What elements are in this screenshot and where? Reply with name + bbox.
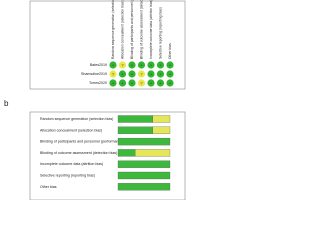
bar-segment xyxy=(152,126,171,134)
bar-segment xyxy=(117,183,171,191)
bar-segment xyxy=(117,149,136,157)
risk-symbol: + xyxy=(112,62,115,67)
risk-symbol: + xyxy=(169,62,172,67)
domain-header: Blinding of outcome assessment (detectio… xyxy=(139,0,143,59)
risk-symbol: + xyxy=(131,80,134,85)
risk-dot xyxy=(109,79,117,87)
category-label: Random sequence generation (selection bi… xyxy=(40,117,113,121)
bar-segment xyxy=(117,137,171,146)
risk-symbol: + xyxy=(159,71,162,76)
risk-dot xyxy=(156,79,165,87)
risk-symbol: + xyxy=(121,80,124,85)
bar-segment xyxy=(135,149,171,157)
figure: b Random sequence generation (selection … xyxy=(4,0,186,201)
risk-dot xyxy=(118,61,127,69)
risk-dot xyxy=(128,70,136,78)
domain-header: Other bias xyxy=(168,43,172,59)
domain-header: Blinding of participants and personnel (… xyxy=(130,0,134,59)
bar-segment xyxy=(152,115,171,123)
risk-symbol: ? xyxy=(112,71,115,76)
bar-segment xyxy=(117,115,153,123)
domain-header: Selective reporting (reporting bias) xyxy=(158,7,162,59)
risk-dot xyxy=(109,70,117,78)
risk-symbol: + xyxy=(159,62,162,67)
risk-symbol: + xyxy=(150,71,153,76)
risk-dot xyxy=(156,70,165,78)
study-name: Torres2020 xyxy=(89,81,107,85)
risk-dot xyxy=(156,61,165,69)
study-name: Bates2019 xyxy=(90,63,107,67)
risk-dot xyxy=(137,79,146,87)
category-label: Selective reporting (reporting bias) xyxy=(40,173,95,177)
bar-segment xyxy=(117,160,171,168)
risk-symbol: + xyxy=(150,80,153,85)
bar-segment xyxy=(117,126,153,134)
study-name: Shamsdine2019 xyxy=(81,72,107,76)
risk-dot xyxy=(166,79,174,87)
risk-symbol: + xyxy=(121,71,124,76)
panel-a-frame xyxy=(29,0,186,90)
bar-segment xyxy=(117,171,171,180)
category-label: Other bias xyxy=(40,185,57,189)
risk-dot xyxy=(147,79,155,87)
risk-dot xyxy=(118,79,127,87)
risk-dot xyxy=(109,61,117,69)
risk-symbol: ? xyxy=(140,71,143,76)
risk-symbol: + xyxy=(169,71,172,76)
risk-symbol: ? xyxy=(140,80,143,85)
risk-dot xyxy=(118,70,127,78)
risk-dot xyxy=(137,61,146,69)
risk-symbol: + xyxy=(112,80,115,85)
risk-symbol: + xyxy=(140,62,143,67)
domain-header: Incomplete outcome data (attrition bias) xyxy=(149,0,153,59)
category-label: Blinding of outcome assessment (detectio… xyxy=(40,151,117,155)
risk-symbol: + xyxy=(150,62,153,67)
domain-header: Allocation concealment (selection bias) xyxy=(120,0,124,59)
risk-symbol: + xyxy=(131,71,134,76)
risk-symbol: ? xyxy=(121,62,124,67)
domain-header: Random sequence generation (selection bi… xyxy=(111,0,115,59)
risk-dot xyxy=(128,79,136,87)
risk-symbol: + xyxy=(131,62,134,67)
risk-dot xyxy=(147,70,155,78)
category-label: Incomplete outcome data (attrition bias) xyxy=(40,162,103,166)
category-label: Allocation concealment (selection bias) xyxy=(40,128,102,132)
panel-label: b xyxy=(4,99,9,108)
risk-dot xyxy=(166,61,174,69)
risk-dot xyxy=(137,70,146,78)
category-label: Blinding of participants and personnel (… xyxy=(40,140,131,144)
risk-symbol: + xyxy=(159,80,162,85)
risk-dot xyxy=(166,70,174,78)
risk-dot xyxy=(128,61,136,69)
risk-symbol: + xyxy=(169,80,172,85)
risk-dot xyxy=(147,61,155,69)
